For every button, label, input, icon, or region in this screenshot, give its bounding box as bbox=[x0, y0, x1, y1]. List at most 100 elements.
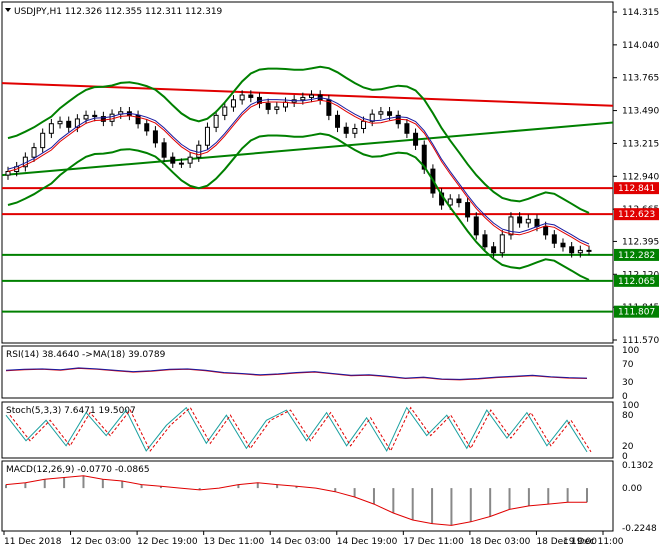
price-tick-label: 113.765 bbox=[622, 74, 659, 84]
time-axis-label: 12 Dec 03:00 bbox=[71, 537, 132, 547]
price-tick-label: 112.395 bbox=[622, 237, 659, 247]
ma-slow bbox=[7, 97, 590, 245]
candle-body bbox=[551, 234, 557, 244]
time-axis-label: 14 Dec 19:00 bbox=[337, 537, 398, 547]
candle-body bbox=[5, 171, 11, 176]
candle-body bbox=[204, 126, 210, 146]
time-axis-label: 14 Dec 03:00 bbox=[270, 537, 331, 547]
candle-body bbox=[144, 123, 150, 132]
candle-body bbox=[569, 246, 575, 254]
rsi-tick-label: 0 bbox=[622, 392, 628, 402]
dropdown-arrow-icon bbox=[5, 8, 11, 12]
candle-body bbox=[326, 99, 332, 116]
candle-body bbox=[92, 114, 98, 118]
stoch-title: Stoch(5,3,3) 7.6471 19.5007 bbox=[6, 406, 136, 416]
stoch-tick-label: 80 bbox=[622, 411, 634, 421]
candle-body bbox=[239, 94, 245, 101]
main-title: USDJPY,H1 112.326 112.355 112.311 112.31… bbox=[14, 7, 223, 17]
level-tag-bg-0 bbox=[614, 182, 659, 195]
level-tag-label-2: 112.282 bbox=[618, 251, 655, 261]
candle-body bbox=[40, 132, 46, 149]
macd-tick-label: 0.1302 bbox=[622, 461, 654, 471]
time-axis-label: 12 Dec 19:00 bbox=[137, 537, 198, 547]
level-tag-bg-1 bbox=[614, 208, 659, 221]
level-tag-label-0: 112.841 bbox=[618, 184, 655, 194]
stoch-k-line bbox=[5, 406, 588, 453]
time-axis-label: 18 Dec 19:00 bbox=[536, 537, 597, 547]
candle-body bbox=[482, 234, 488, 248]
candle-body bbox=[361, 120, 367, 130]
candle-body bbox=[161, 142, 167, 158]
candle-body bbox=[222, 106, 228, 116]
price-tick-label: 113.490 bbox=[622, 107, 659, 117]
candle-body bbox=[66, 120, 72, 128]
level-tag-bg-3 bbox=[614, 274, 659, 287]
candle-body bbox=[100, 116, 106, 122]
candle-body bbox=[404, 123, 410, 134]
candle-body bbox=[352, 128, 358, 134]
candle-body bbox=[300, 96, 306, 101]
rsi-line bbox=[5, 367, 588, 381]
pane-frame-0 bbox=[1, 1, 614, 344]
candle-body bbox=[230, 99, 236, 108]
candle-body bbox=[465, 202, 471, 218]
candle-body bbox=[525, 218, 531, 224]
time-axis-label: 19 Dec 11:00 bbox=[563, 537, 624, 547]
candle-body bbox=[109, 113, 115, 122]
candle-body bbox=[309, 94, 315, 98]
candle-body bbox=[508, 216, 514, 236]
price-tick-label: 114.040 bbox=[622, 41, 659, 51]
price-tick-label: 114.315 bbox=[622, 8, 659, 18]
ma-fast bbox=[7, 99, 590, 247]
candle-body bbox=[421, 144, 427, 170]
stoch-tick-label: 100 bbox=[622, 401, 639, 411]
candle-body bbox=[473, 216, 479, 236]
time-axis-label: 17 Dec 11:00 bbox=[403, 537, 464, 547]
level-tag-bg-4 bbox=[614, 305, 659, 318]
price-tick-label: 112.940 bbox=[622, 172, 659, 182]
candle-body bbox=[274, 106, 280, 110]
candle-body bbox=[196, 144, 202, 158]
candle-body bbox=[178, 162, 184, 165]
level-tag-bg-2 bbox=[614, 248, 659, 261]
level-tag-label-4: 111.807 bbox=[618, 308, 655, 318]
pane-frame-1 bbox=[1, 345, 614, 399]
time-axis-label: 11 Dec 2018 bbox=[4, 537, 62, 547]
candle-body bbox=[248, 94, 254, 98]
candle-body bbox=[447, 198, 453, 206]
candle-body bbox=[534, 218, 540, 227]
macd-signal-line bbox=[5, 475, 587, 526]
candle-body bbox=[83, 114, 89, 120]
trendline-1 bbox=[1, 121, 614, 177]
candle-body bbox=[387, 111, 393, 116]
candle-body bbox=[57, 120, 63, 125]
level-tag-label-3: 112.065 bbox=[618, 277, 655, 287]
candle-body bbox=[187, 156, 193, 164]
stoch-tick-label: 20 bbox=[622, 442, 634, 452]
candle-body bbox=[170, 156, 176, 164]
candle-body bbox=[152, 130, 158, 144]
candle-body bbox=[543, 225, 549, 236]
candle-body bbox=[31, 147, 37, 158]
bollinger-lower bbox=[7, 132, 590, 281]
macd-tick-label: -0.2248 bbox=[622, 524, 657, 534]
candle-body bbox=[456, 198, 462, 204]
candle-body bbox=[265, 102, 271, 110]
bollinger-upper bbox=[7, 65, 590, 214]
time-axis-label: 18 Dec 03:00 bbox=[470, 537, 531, 547]
candle-body bbox=[213, 114, 219, 128]
rsi-title: RSI(14) 38.4640 ->MA(18) 39.0789 bbox=[6, 350, 166, 360]
candle-body bbox=[378, 111, 384, 115]
macd-title: MACD(12,26,9) -0.0770 -0.0865 bbox=[6, 465, 150, 475]
candle-body bbox=[74, 118, 80, 128]
candle-body bbox=[48, 123, 54, 134]
rsi-ma-line bbox=[5, 367, 588, 380]
candle-body bbox=[335, 114, 341, 128]
time-axis-label: 13 Dec 11:00 bbox=[204, 537, 265, 547]
candle-body bbox=[499, 234, 505, 254]
candle-body bbox=[343, 126, 349, 134]
stoch-tick-label: 0 bbox=[622, 452, 628, 462]
candle-body bbox=[491, 246, 497, 254]
rsi-tick-label: 70 bbox=[622, 360, 634, 370]
